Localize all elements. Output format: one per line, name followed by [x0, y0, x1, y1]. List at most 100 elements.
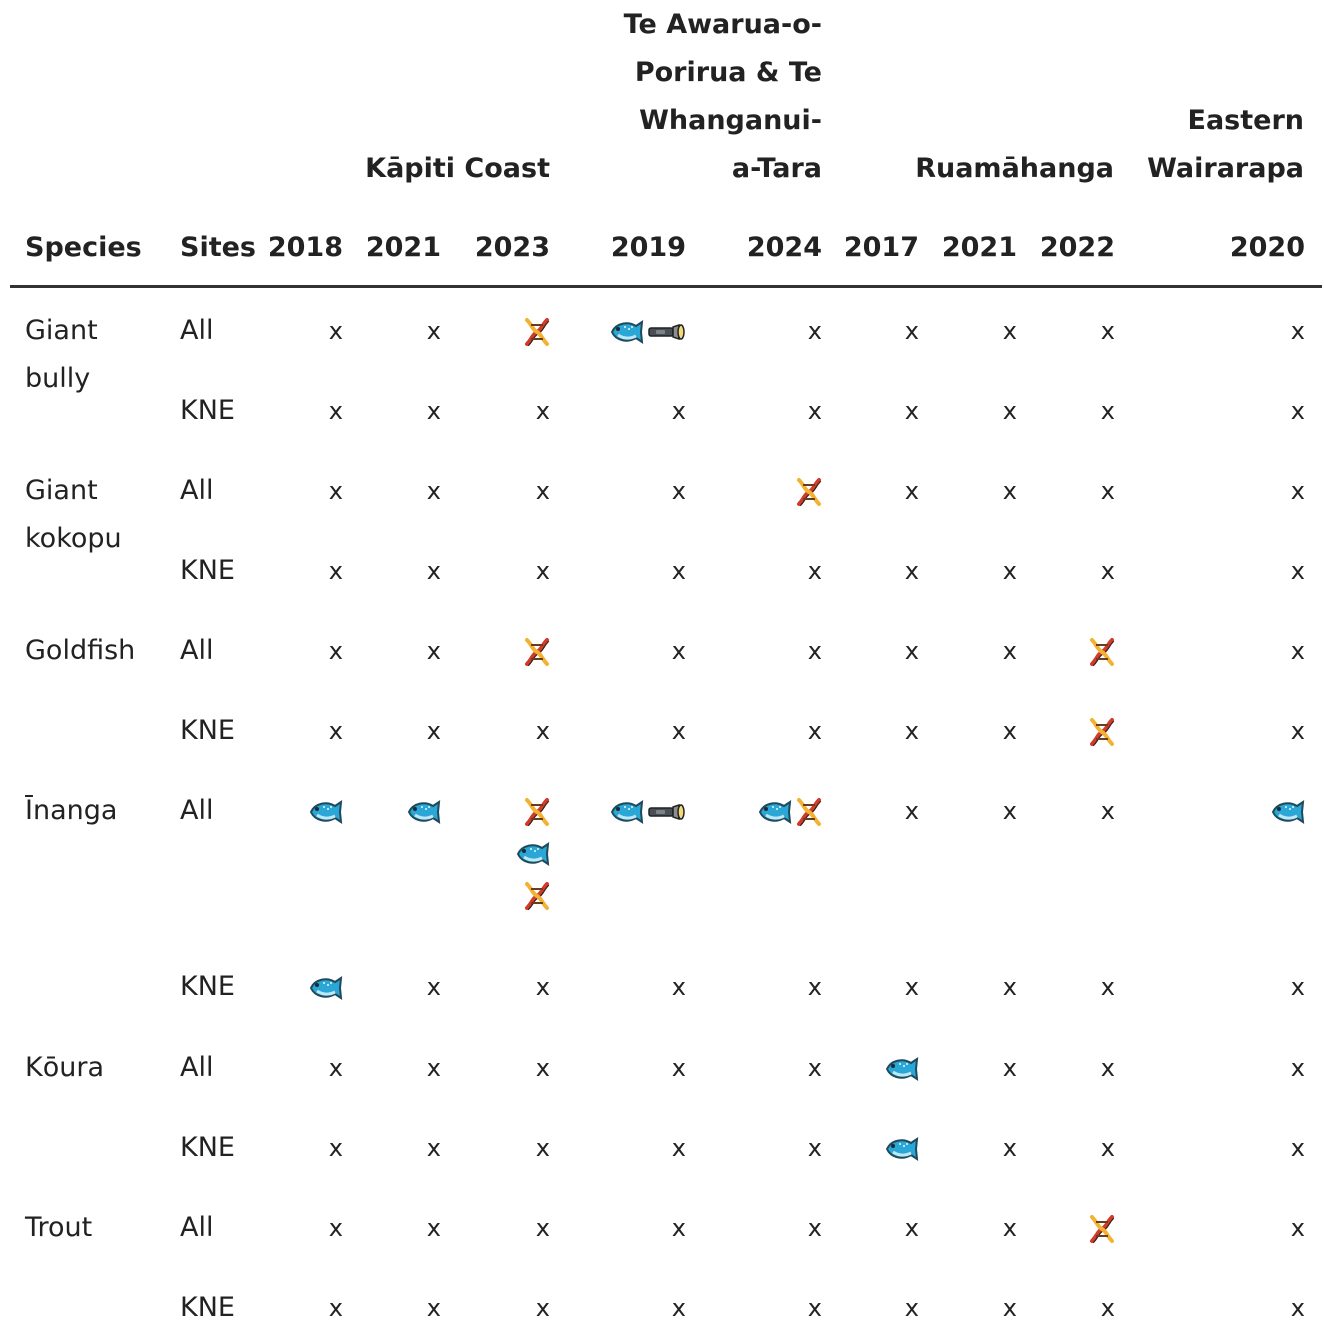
absent-mark: x [1290, 477, 1305, 505]
absent-mark: x [1002, 1214, 1017, 1242]
table-cell: x [329, 1204, 343, 1252]
absent-mark: x [807, 637, 822, 665]
absent-mark: x [328, 1054, 343, 1082]
table-cell: x [536, 1204, 550, 1252]
table-cell [1085, 627, 1115, 675]
column-header-year: 2022 [1039, 232, 1115, 263]
absent-mark: x [1290, 637, 1305, 665]
table-cell: x [329, 627, 343, 675]
column-header-year: 2018 [267, 232, 343, 263]
table-cell: x [1291, 963, 1305, 1011]
absent-mark: x [1002, 1134, 1017, 1162]
table-cell: x [329, 387, 343, 435]
absent-mark: x [1290, 317, 1305, 345]
table-cell: x [1291, 707, 1305, 755]
species-label: Giant bully [25, 315, 98, 394]
sites-label: All [180, 1212, 214, 1243]
region-header-kapiti: Kāpiti Coast [365, 153, 550, 184]
absent-mark: x [1100, 397, 1115, 425]
absent-mark: x [904, 1214, 919, 1242]
table-cell: x [427, 707, 441, 755]
absent-mark: x [328, 1214, 343, 1242]
fish-icon [885, 1056, 919, 1082]
table-cell: x [905, 547, 919, 595]
table-cell: x [1291, 307, 1305, 355]
table-cell: x [536, 707, 550, 755]
absent-mark: x [535, 397, 550, 425]
absent-mark: x [1002, 1054, 1017, 1082]
column-header-year: 2024 [746, 232, 822, 263]
absent-mark: x [671, 397, 686, 425]
table-cell [754, 787, 822, 835]
column-header-sites: Sites [180, 232, 256, 263]
absent-mark: x [1002, 1294, 1017, 1322]
region-header-porirua-wellington: Te Awarua-o-Porirua & Te Whanganui-a-Tar… [623, 9, 822, 184]
table-cell: x [1101, 1044, 1115, 1092]
region-header-ruamahanga: Ruamāhanga [915, 153, 1114, 184]
absent-mark: x [1002, 317, 1017, 345]
dna-icon [524, 317, 550, 347]
table-cell: x [1291, 1284, 1305, 1332]
absent-mark: x [904, 477, 919, 505]
table-cell: x [1101, 787, 1115, 835]
flashlight-icon [648, 323, 686, 340]
absent-mark: x [1100, 557, 1115, 585]
absent-mark: x [1290, 1214, 1305, 1242]
table-cell: x [1101, 547, 1115, 595]
table-cell: x [1003, 1124, 1017, 1172]
table-cell: x [808, 963, 822, 1011]
table-cell: x [329, 467, 343, 515]
table-cell: x [1291, 1204, 1305, 1252]
column-header-species: Species [25, 232, 142, 263]
column-header-year: 2017 [843, 232, 919, 263]
table-cell: x [808, 1044, 822, 1092]
absent-mark: x [1002, 973, 1017, 1001]
sites-label: All [180, 795, 214, 826]
dna-icon [1089, 717, 1115, 747]
table-cell: x [1101, 307, 1115, 355]
table-cell: x [536, 963, 550, 1011]
table-cell: x [1101, 1284, 1115, 1332]
absent-mark: x [426, 1294, 441, 1322]
table-cell: x [536, 1284, 550, 1332]
absent-mark: x [535, 717, 550, 745]
absent-mark: x [1100, 797, 1115, 825]
table-cell: x [672, 1124, 686, 1172]
table-cell: x [672, 387, 686, 435]
dna-icon [1089, 1214, 1115, 1244]
absent-mark: x [671, 637, 686, 665]
absent-mark: x [807, 317, 822, 345]
absent-mark: x [807, 1214, 822, 1242]
absent-mark: x [1290, 1054, 1305, 1082]
absent-mark: x [426, 557, 441, 585]
absent-mark: x [904, 1294, 919, 1322]
absent-mark: x [904, 397, 919, 425]
table-cell: x [1101, 963, 1115, 1011]
absent-mark: x [1290, 397, 1305, 425]
fish-icon [309, 975, 343, 1001]
absent-mark: x [1002, 557, 1017, 585]
table-cell [1085, 707, 1115, 755]
table-cell: x [1291, 1124, 1305, 1172]
absent-mark: x [535, 1294, 550, 1322]
table-cell: x [905, 307, 919, 355]
table-cell: x [427, 963, 441, 1011]
absent-mark: x [807, 1294, 822, 1322]
absent-mark: x [1002, 797, 1017, 825]
table-cell: x [329, 1044, 343, 1092]
sites-label: KNE [180, 1292, 235, 1323]
table-cell: x [905, 707, 919, 755]
absent-mark: x [1290, 1294, 1305, 1322]
table-cell: x [905, 627, 919, 675]
absent-mark: x [807, 717, 822, 745]
absent-mark: x [807, 397, 822, 425]
table-cell: x [672, 1204, 686, 1252]
fish-icon [758, 799, 792, 825]
table-cell: x [672, 547, 686, 595]
absent-mark: x [1002, 637, 1017, 665]
table-cell: x [1003, 627, 1017, 675]
absent-mark: x [904, 973, 919, 1001]
table-cell: x [329, 1124, 343, 1172]
absent-mark: x [1100, 1054, 1115, 1082]
absent-mark: x [671, 557, 686, 585]
